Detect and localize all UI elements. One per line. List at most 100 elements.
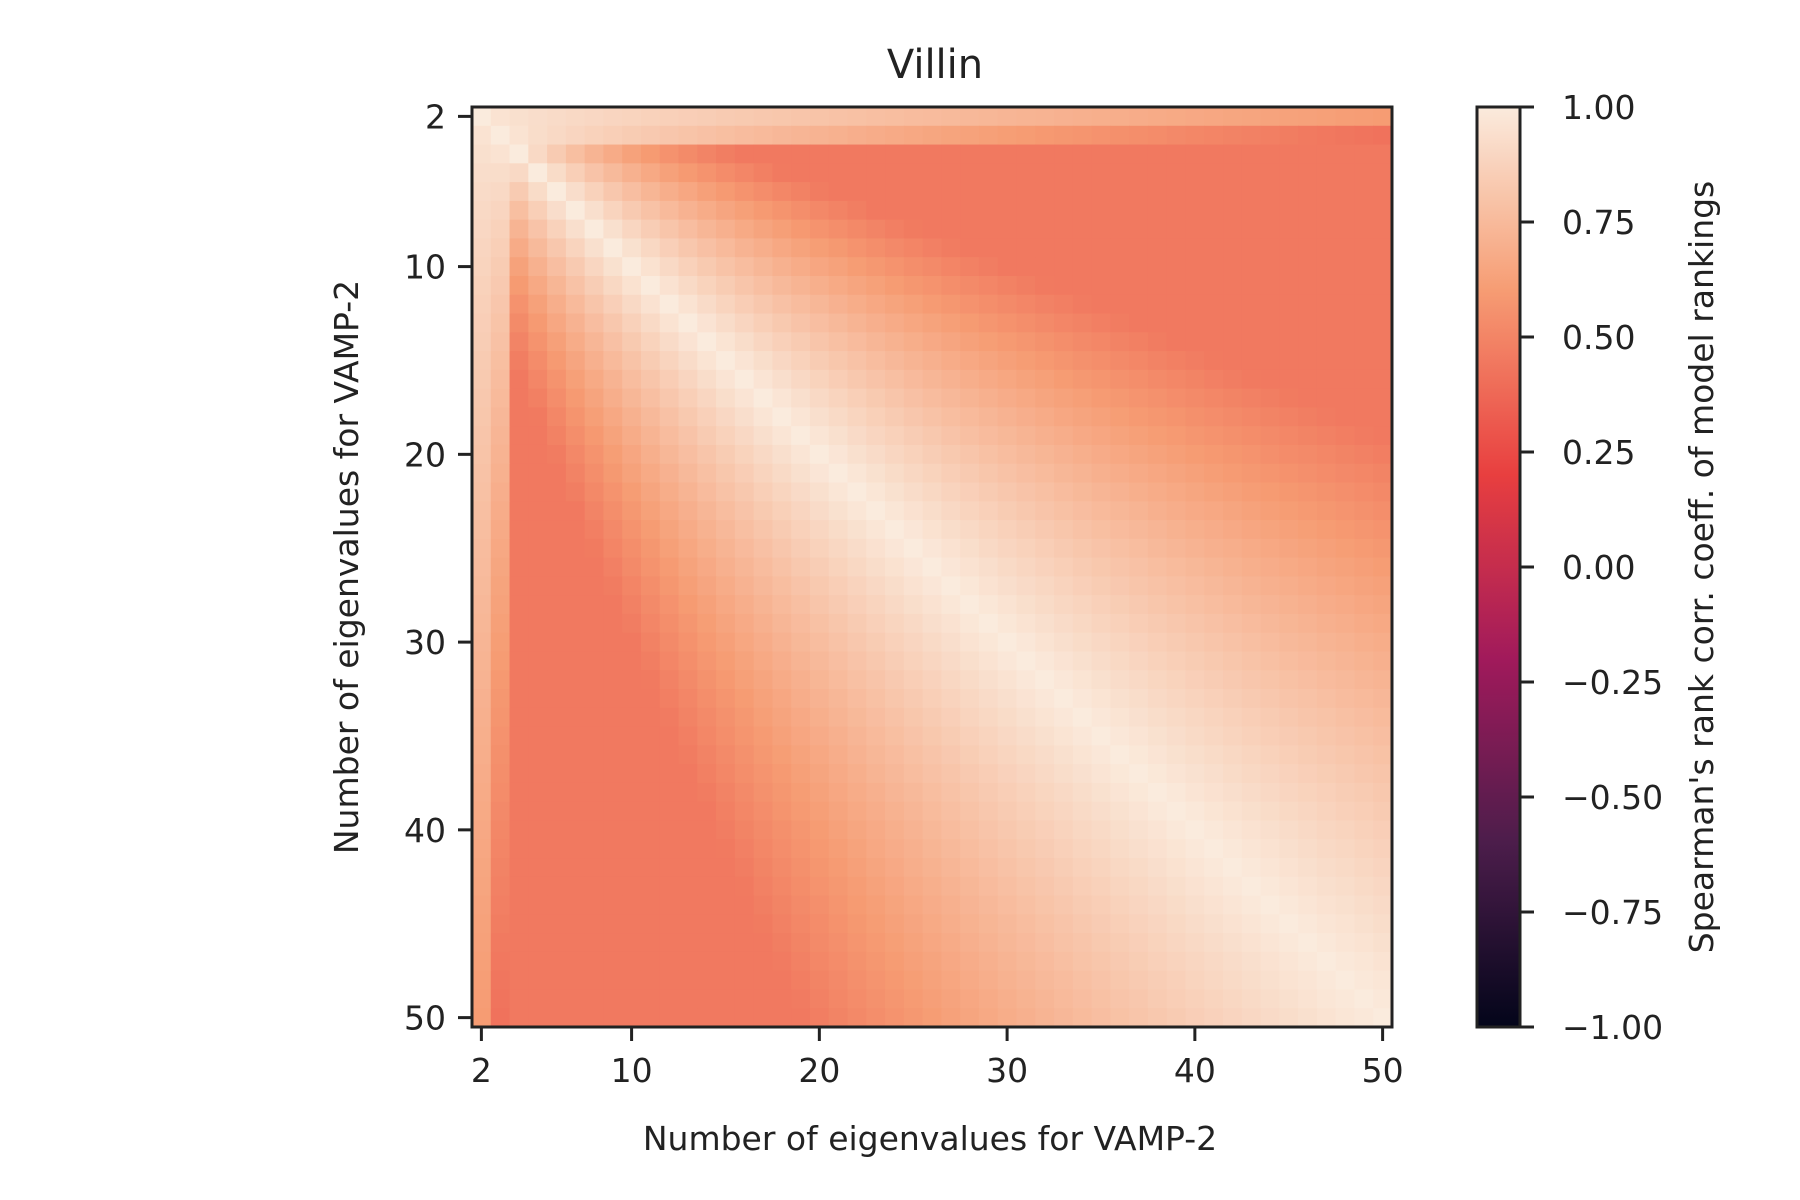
heatmap-cell — [1166, 726, 1187, 746]
heatmap-cell — [528, 332, 548, 352]
heatmap-cell — [659, 689, 680, 709]
heatmap-cell — [1110, 970, 1130, 991]
heatmap-cell — [922, 351, 942, 371]
heatmap-cell — [1185, 632, 1205, 653]
y-axis-label: Number of eigenvalues for VAMP-2 — [327, 280, 366, 854]
heatmap-cell — [903, 463, 924, 484]
heatmap-cell — [509, 670, 529, 690]
heatmap-cell — [941, 369, 961, 390]
heatmap-cell — [1279, 726, 1299, 746]
heatmap-cell — [659, 595, 680, 615]
heatmap-cell — [1241, 463, 1262, 484]
heatmap-cell — [941, 1008, 961, 1028]
heatmap-cell — [1110, 876, 1130, 897]
heatmap-cell — [809, 538, 830, 559]
heatmap-cell — [509, 463, 529, 484]
heatmap-cell — [1373, 107, 1393, 127]
heatmap-cell — [509, 745, 529, 765]
heatmap-cell — [640, 801, 661, 822]
heatmap-cell — [866, 219, 886, 240]
heatmap-cell — [565, 294, 586, 315]
heatmap-cell — [472, 1008, 492, 1028]
heatmap-cell — [509, 951, 529, 972]
heatmap-cell — [1204, 238, 1224, 258]
heatmap-cell — [716, 163, 736, 183]
heatmap-cell — [1279, 520, 1299, 540]
heatmap-cell — [584, 163, 605, 183]
heatmap-cell — [678, 933, 698, 953]
heatmap-cell — [1054, 801, 1074, 822]
heatmap-cell — [1241, 257, 1262, 277]
heatmap-cell — [1298, 989, 1318, 1009]
heatmap-cell — [922, 538, 942, 559]
heatmap-cell — [1166, 520, 1187, 540]
heatmap-cell — [697, 689, 717, 709]
heatmap-cell — [697, 107, 717, 127]
heatmap-cell — [1091, 895, 1111, 915]
heatmap-cell — [866, 820, 886, 840]
heatmap-cell — [659, 313, 680, 333]
heatmap-cell — [528, 576, 548, 596]
heatmap-cell — [1072, 388, 1093, 409]
heatmap-cell — [1091, 970, 1111, 991]
heatmap-cell — [565, 182, 586, 202]
heatmap-cell — [922, 463, 942, 484]
heatmap-cell — [1335, 764, 1356, 784]
heatmap-cell — [472, 613, 492, 634]
heatmap-cell — [565, 557, 586, 577]
heatmap-cell — [1110, 388, 1130, 409]
heatmap-cell — [659, 557, 680, 577]
heatmap-cell — [922, 388, 942, 409]
heatmap-cell — [490, 726, 511, 746]
heatmap-cell — [922, 219, 942, 240]
heatmap-cell — [1298, 238, 1318, 258]
heatmap-cell — [1241, 745, 1262, 765]
heatmap-cell — [922, 801, 942, 822]
heatmap-cell — [734, 388, 755, 409]
heatmap-cell — [640, 651, 661, 671]
heatmap-cell — [1298, 670, 1318, 690]
heatmap-cell — [734, 839, 755, 859]
heatmap-cell — [734, 689, 755, 709]
heatmap-cell — [547, 538, 567, 559]
heatmap-cell — [716, 257, 736, 277]
heatmap-cell — [659, 839, 680, 859]
heatmap-cell — [697, 125, 717, 146]
heatmap-cell — [1129, 914, 1149, 934]
heatmap-cell — [1223, 670, 1243, 690]
heatmap-cell — [997, 557, 1018, 577]
heatmap-cell — [1147, 351, 1168, 371]
heatmap-cell — [772, 501, 792, 521]
heatmap-cell — [1166, 782, 1187, 803]
heatmap-cell — [941, 895, 961, 915]
heatmap-cell — [903, 764, 924, 784]
heatmap-cell — [1241, 895, 1262, 915]
heatmap-cell — [753, 820, 774, 840]
heatmap-cell — [847, 388, 867, 409]
heatmap-cell — [978, 876, 999, 897]
heatmap-cell — [1335, 839, 1356, 859]
heatmap-cell — [1147, 613, 1168, 634]
heatmap-cell — [960, 726, 980, 746]
heatmap-cell — [1166, 351, 1187, 371]
heatmap-cell — [472, 820, 492, 840]
heatmap-cell — [472, 407, 492, 427]
heatmap-cell — [659, 914, 680, 934]
heatmap-cell — [1335, 444, 1356, 465]
heatmap-cell — [809, 989, 830, 1009]
heatmap-cell — [547, 651, 567, 671]
heatmap-cell — [1354, 989, 1374, 1009]
heatmap-cell — [716, 989, 736, 1009]
heatmap-cell — [1204, 332, 1224, 352]
heatmap-cell — [885, 613, 905, 634]
heatmap-cell — [1129, 576, 1149, 596]
heatmap-cell — [885, 670, 905, 690]
heatmap-cell — [734, 820, 755, 840]
heatmap-cell — [941, 933, 961, 953]
heatmap-cell — [1110, 895, 1130, 915]
heatmap-cell — [509, 557, 529, 577]
heatmap-cell — [1279, 782, 1299, 803]
heatmap-cell — [622, 933, 642, 953]
heatmap-cell — [1110, 632, 1130, 653]
heatmap-cell — [1035, 595, 1055, 615]
